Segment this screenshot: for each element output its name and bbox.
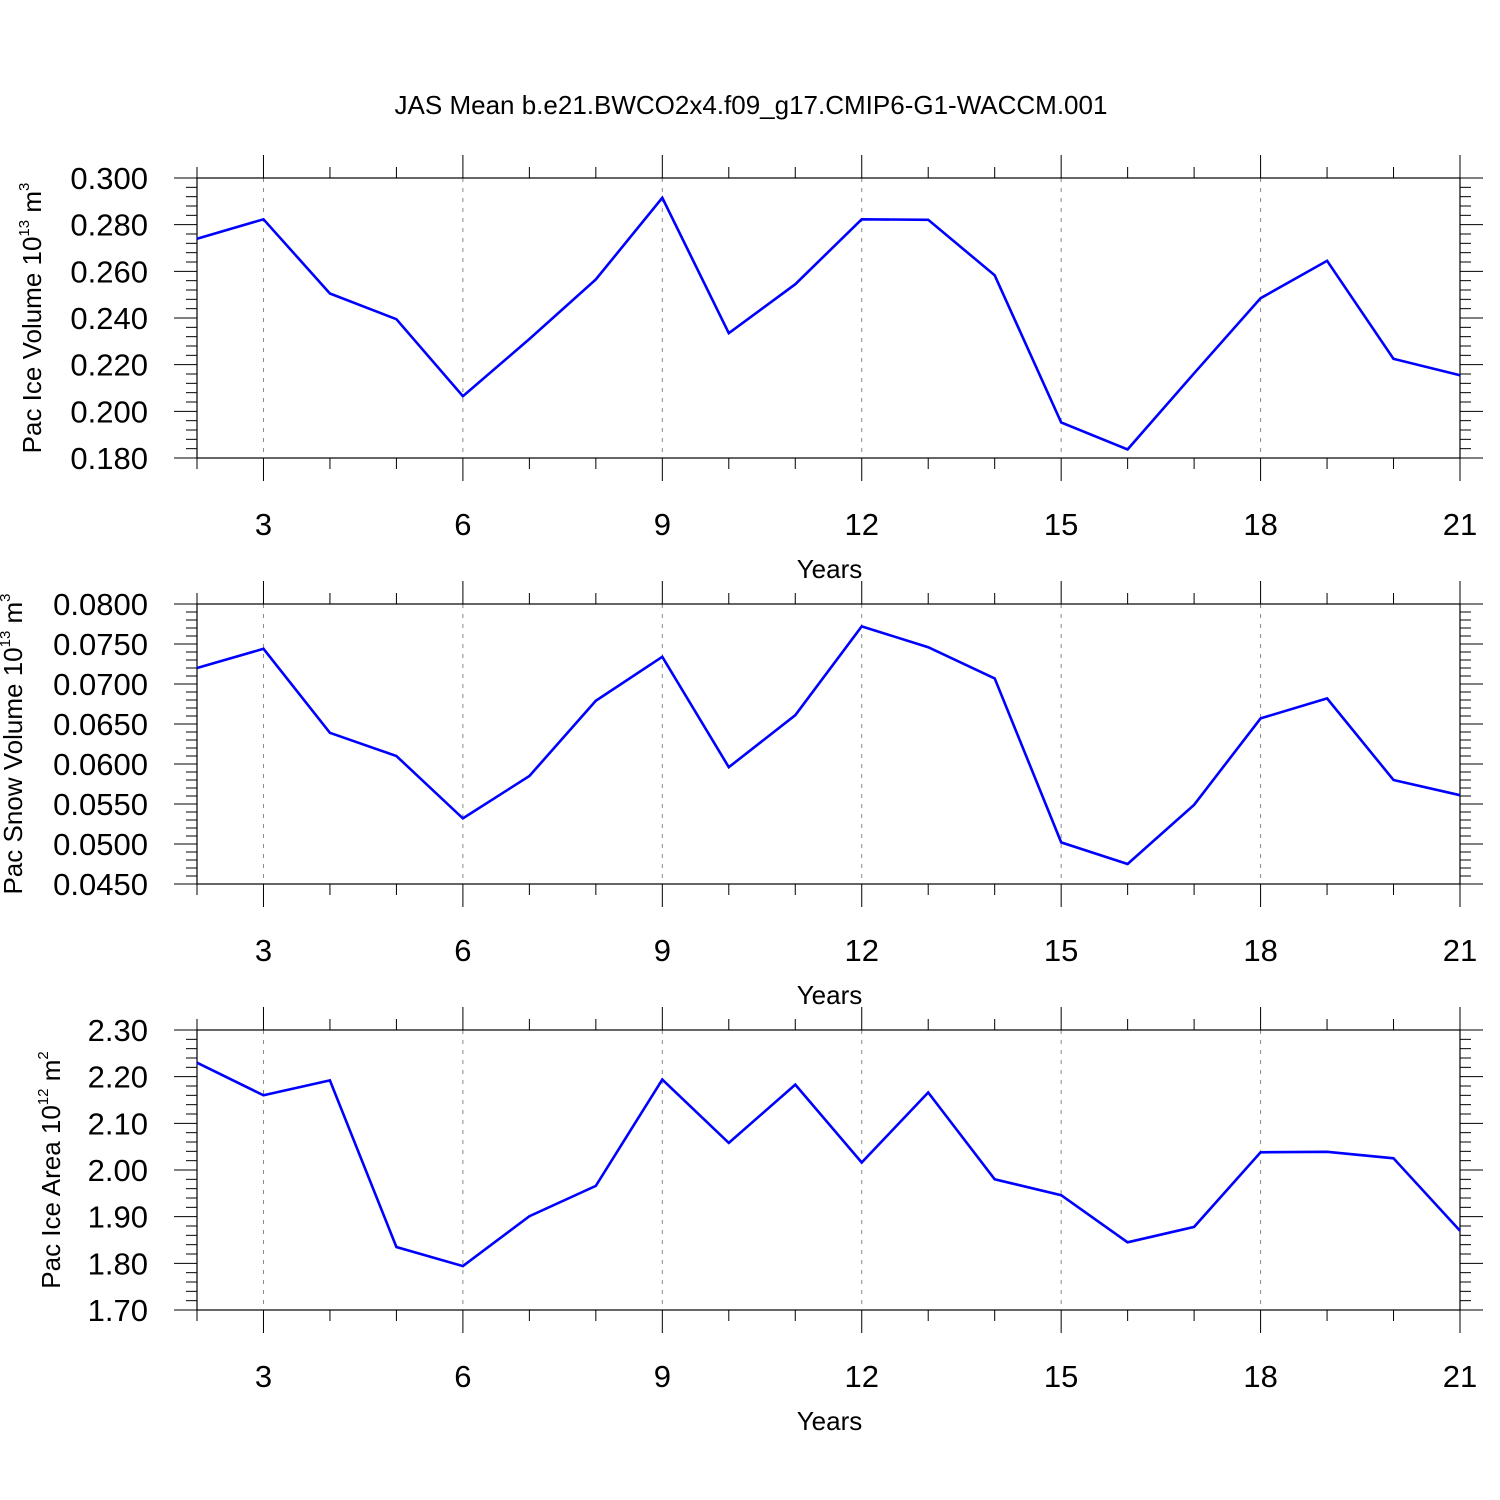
panel-3-ytick-label-3: 2.00	[88, 1153, 148, 1188]
panel-2-xtick-label-0: 3	[255, 933, 272, 968]
panel-2: 0.0450 0.0500 0.0550 0.0600 0.0650 0.0700 0.07…	[0, 581, 1483, 1010]
panel-3-xtick-label-2: 9	[654, 1359, 671, 1394]
panel-3-xtick-label-5: 18	[1243, 1359, 1277, 1394]
panel-3-xtick-label-0: 3	[255, 1359, 272, 1394]
panels: 0.180 0.200 0.220 0.240 0.260 0.280 0.300 3 6 9 12…	[0, 155, 1483, 1436]
panel-3-ytick-label-1: 1.80	[88, 1246, 148, 1281]
panel-2-xtick-label-3: 12	[844, 933, 878, 968]
panel-2-ytick-label-5: 0.0700	[53, 667, 148, 702]
panel-1-ytick-label-2: 0.220	[70, 348, 148, 383]
panel-3-xtick-label-6: 21	[1443, 1359, 1477, 1394]
panel-3-ylabel-unit-exp: 2	[35, 1051, 52, 1059]
panel-1-ytick-label-1: 0.200	[70, 394, 148, 429]
panel-3-frame	[196, 1029, 1461, 1311]
panel-2-ytick-label-6: 0.0750	[53, 627, 148, 662]
panel-2-ylabel-main: Pac Snow Volume 10	[0, 647, 28, 894]
panel-2-ytick-label-0: 0.0450	[53, 867, 148, 902]
panel-2-ylabel-unit: m	[0, 602, 28, 631]
panel-2-xtick-label-4: 15	[1044, 933, 1078, 968]
panel-1-xtick-label-4: 15	[1044, 507, 1078, 542]
panel-3-ylabel-main: Pac Ice Area 10	[36, 1105, 66, 1289]
panel-3-ylabel-unit: m	[36, 1060, 66, 1089]
panel-3-ylabel: Pac Ice Area 1012 m2	[35, 1051, 66, 1288]
panel-1-series-line-0	[196, 195, 1461, 451]
panel-1-frame	[196, 177, 1461, 459]
panel-1-ytick-label-0: 0.180	[70, 441, 148, 476]
panel-2-ylabel-unit-exp: 3	[0, 593, 14, 601]
panel-1: 0.180 0.200 0.220 0.240 0.260 0.280 0.300 3 6 9 12…	[16, 155, 1483, 584]
panel-3: 1.70 1.80 1.90 2.00 2.10 2.20 2.30 3 6 9 12 15 18 21 Y…	[35, 1007, 1483, 1436]
figure-title: JAS Mean b.e21.BWCO2x4.f09_g17.CMIP6-G1-…	[395, 90, 1108, 120]
panel-3-ytick-label-4: 2.10	[88, 1106, 148, 1141]
panel-1-xlabel: Years	[797, 554, 863, 584]
panel-2-ytick-label-3: 0.0600	[53, 747, 148, 782]
panel-3-xtick-label-3: 12	[844, 1359, 878, 1394]
panel-2-xtick-label-5: 18	[1243, 933, 1277, 968]
panel-2-ytick-label-7: 0.0800	[53, 587, 148, 622]
panel-2-xtick-label-2: 9	[654, 933, 671, 968]
panel-3-ytick-label-6: 2.30	[88, 1013, 148, 1048]
panel-1-ylabel: Pac Ice Volume 1013 m3	[16, 183, 47, 454]
panel-2-xtick-label-6: 21	[1443, 933, 1477, 968]
panel-1-ylabel-unit-exp: 3	[16, 183, 33, 191]
panel-2-ylabel-exp: 13	[0, 631, 14, 648]
panel-1-xtick-label-3: 12	[844, 507, 878, 542]
panel-2-xlabel: Years	[797, 980, 863, 1010]
panel-1-ytick-label-6: 0.300	[70, 161, 148, 196]
panel-1-ytick-label-4: 0.260	[70, 254, 148, 289]
panel-1-xtick-label-0: 3	[255, 507, 272, 542]
panel-1-ytick-label-3: 0.240	[70, 301, 148, 336]
panel-1-xtick-label-2: 9	[654, 507, 671, 542]
panel-1-ylabel-main: Pac Ice Volume 10	[17, 237, 47, 454]
panel-2-frame	[196, 603, 1461, 885]
panel-3-ytick-label-0: 1.70	[88, 1293, 148, 1328]
panel-2-series-line-0	[196, 624, 1461, 866]
panel-1-xtick-label-5: 18	[1243, 507, 1277, 542]
panel-2-ytick-label-4: 0.0650	[53, 707, 148, 742]
panel-2-ytick-label-1: 0.0500	[53, 827, 148, 862]
panel-2-ylabel: Pac Snow Volume 1013 m3	[0, 593, 28, 894]
panel-2-xtick-label-1: 6	[454, 933, 471, 968]
panel-3-ytick-label-5: 2.20	[88, 1060, 148, 1095]
panel-3-series-line-0	[196, 1061, 1461, 1268]
panel-3-ytick-label-2: 1.90	[88, 1200, 148, 1235]
panel-1-xtick-label-1: 6	[454, 507, 471, 542]
panel-1-xtick-label-6: 21	[1443, 507, 1477, 542]
panel-1-ylabel-exp: 13	[16, 220, 33, 237]
panel-3-xlabel: Years	[797, 1406, 863, 1436]
panel-3-ylabel-exp: 12	[35, 1088, 52, 1105]
panel-3-xtick-label-4: 15	[1044, 1359, 1078, 1394]
panel-2-ytick-label-2: 0.0550	[53, 787, 148, 822]
panel-1-ytick-label-5: 0.280	[70, 208, 148, 243]
panel-1-ylabel-unit: m	[17, 191, 47, 220]
panel-3-xtick-label-1: 6	[454, 1359, 471, 1394]
